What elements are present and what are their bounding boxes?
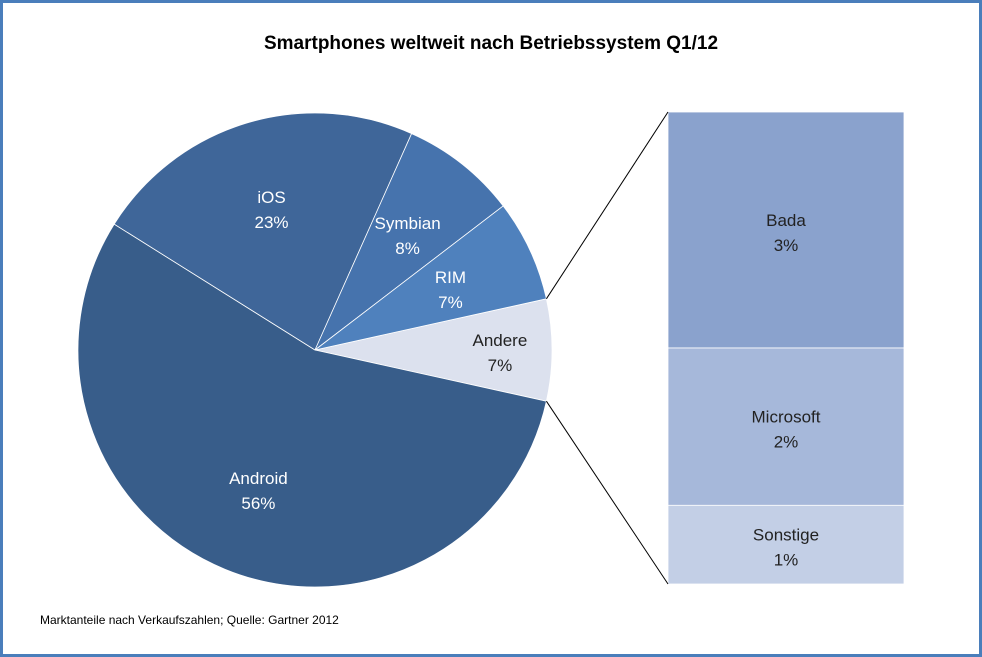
bar-value-sonstige: 1%	[774, 551, 799, 570]
slice-value-android: 56%	[241, 494, 275, 513]
bar-label-sonstige: Sonstige	[753, 526, 819, 545]
connector-line-top	[545, 111, 669, 300]
slice-value-symbian: 8%	[395, 239, 420, 258]
slice-label-ios: iOS	[257, 188, 285, 207]
chart-title: Smartphones weltweit nach Betriebssystem…	[263, 33, 719, 54]
chart-footnote: Marktanteile nach Verkaufszahlen; Quelle…	[40, 613, 339, 627]
pie-slice-rim	[314, 205, 547, 351]
slice-label-andere: Andere	[472, 331, 527, 350]
bar-label-bada: Bada	[766, 211, 806, 230]
slice-value-rim: 7%	[438, 293, 463, 312]
bar-value-microsoft: 2%	[774, 433, 799, 452]
pie-slice-android	[77, 223, 547, 588]
connector-line-bottom	[545, 400, 669, 585]
pie-slice-andere	[314, 298, 553, 402]
pie-slice-ios	[113, 112, 413, 351]
pie-slice-symbian	[314, 133, 504, 351]
bar-value-bada: 3%	[774, 236, 799, 255]
slice-value-ios: 23%	[254, 213, 288, 232]
bar-segment-microsoft	[667, 347, 905, 506]
bar-segment-bada	[667, 111, 905, 349]
slice-value-andere: 7%	[488, 356, 513, 375]
bar-label-microsoft: Microsoft	[752, 408, 821, 427]
slice-label-rim: RIM	[435, 268, 466, 287]
slice-label-android: Android	[229, 469, 288, 488]
bar-segment-sonstige	[667, 504, 905, 585]
slice-label-symbian: Symbian	[375, 214, 441, 233]
